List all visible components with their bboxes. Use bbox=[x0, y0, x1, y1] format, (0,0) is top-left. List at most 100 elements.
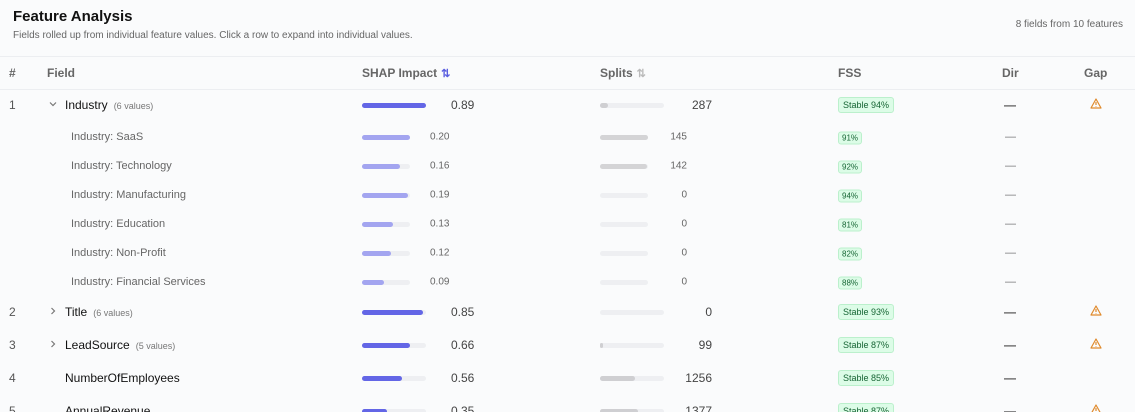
bar bbox=[362, 103, 427, 108]
bar bbox=[600, 343, 603, 348]
bar-track bbox=[362, 103, 427, 108]
shap-value: 0.66 bbox=[451, 338, 475, 352]
splits-value: 0 bbox=[681, 218, 687, 230]
field-name[interactable]: Title (6 values) bbox=[65, 305, 133, 319]
shap-value: 0.19 bbox=[430, 189, 450, 201]
column-header: Gap bbox=[1084, 66, 1108, 80]
bar-track bbox=[600, 164, 648, 169]
bar-track bbox=[600, 193, 648, 198]
column-header: FSS bbox=[838, 66, 862, 80]
fss-badge: 81% bbox=[838, 218, 863, 232]
bar-track bbox=[600, 376, 664, 381]
chevron[interactable] bbox=[49, 340, 57, 348]
fss-badge: Stable 87% bbox=[838, 337, 895, 353]
shap-value: 0.56 bbox=[451, 371, 475, 385]
sub-field-name: Industry: Financial Services bbox=[71, 276, 206, 288]
splits-value: 0 bbox=[681, 189, 687, 201]
bar bbox=[362, 164, 401, 169]
bar-track bbox=[362, 251, 410, 256]
shap-value: 0.16 bbox=[430, 160, 450, 172]
splits-value: 99 bbox=[698, 338, 712, 352]
shap-value: 0.09 bbox=[430, 276, 450, 288]
splits-value: 1377 bbox=[685, 404, 712, 412]
direction: — bbox=[1005, 276, 1016, 288]
fss-badge: 91% bbox=[838, 131, 863, 145]
expand-toggle[interactable] bbox=[49, 306, 57, 318]
splits-value: 0 bbox=[681, 247, 687, 259]
value-count: (6 values) bbox=[93, 308, 133, 318]
bar bbox=[600, 409, 639, 412]
expand-toggle[interactable] bbox=[49, 99, 57, 111]
fss-badge: 82% bbox=[838, 247, 863, 261]
column-header: # bbox=[9, 66, 16, 80]
column-header[interactable]: Splits ⇅ bbox=[600, 66, 646, 80]
fss-badge: 92% bbox=[838, 160, 863, 174]
warning-icon bbox=[1090, 305, 1102, 316]
chevron[interactable] bbox=[49, 100, 57, 108]
fss-badge: Stable 85% bbox=[838, 370, 895, 386]
sort-icon[interactable]: ⇅ bbox=[636, 68, 646, 80]
bar-track bbox=[362, 164, 410, 169]
field-name[interactable]: NumberOfEmployees bbox=[65, 371, 180, 385]
splits-value: 145 bbox=[670, 131, 687, 143]
bar-track bbox=[362, 222, 410, 227]
divider bbox=[0, 89, 1135, 90]
gap-warning bbox=[1090, 336, 1102, 354]
warning-icon bbox=[1091, 404, 1101, 412]
row-index: 3 bbox=[9, 338, 16, 352]
field-name[interactable]: LeadSource (5 values) bbox=[65, 338, 176, 352]
bar bbox=[600, 376, 635, 381]
fss-badge: Stable 94% bbox=[838, 97, 895, 113]
fss-badge: 88% bbox=[838, 276, 863, 290]
shap-value: 0.20 bbox=[430, 131, 450, 143]
bar-track bbox=[600, 103, 664, 108]
bar-track bbox=[600, 409, 664, 412]
chevron[interactable] bbox=[49, 307, 57, 315]
bar-track bbox=[362, 193, 410, 198]
shap-value: 0.12 bbox=[430, 247, 450, 259]
gap-warning bbox=[1090, 402, 1102, 412]
bar-track bbox=[600, 135, 648, 140]
bar-track bbox=[600, 310, 664, 315]
row-index: 5 bbox=[9, 404, 16, 412]
bar-track bbox=[600, 222, 648, 227]
warning-icon bbox=[1090, 338, 1102, 349]
sub-field-name: Industry: SaaS bbox=[71, 131, 144, 143]
bar bbox=[362, 280, 384, 285]
splits-value: 1256 bbox=[685, 371, 712, 385]
bar-track bbox=[362, 409, 426, 412]
field-name[interactable]: Industry (6 values) bbox=[65, 98, 154, 112]
shap-value: 0.13 bbox=[430, 218, 450, 230]
row-index: 4 bbox=[9, 371, 16, 385]
shap-value: 0.85 bbox=[451, 305, 475, 319]
column-header: Field bbox=[47, 66, 76, 80]
fss-badge: Stable 87% bbox=[838, 403, 895, 412]
sub-field-name: Industry: Non-Profit bbox=[71, 247, 166, 259]
splits-value: 0 bbox=[681, 276, 687, 288]
direction: — bbox=[1005, 160, 1016, 172]
sub-field-name: Industry: Technology bbox=[71, 160, 172, 172]
value-count: (5 values) bbox=[135, 341, 176, 351]
splits-value: 142 bbox=[670, 160, 687, 172]
column-header: Dir bbox=[1002, 66, 1019, 80]
direction: — bbox=[1004, 98, 1016, 112]
bar bbox=[362, 376, 403, 381]
bar bbox=[600, 103, 608, 108]
shap-value: 0.89 bbox=[451, 98, 475, 112]
column-header[interactable]: SHAP Impact ⇅ bbox=[362, 66, 451, 80]
warning-icon bbox=[1090, 98, 1102, 109]
bar-track bbox=[600, 280, 648, 285]
bar bbox=[600, 135, 648, 140]
splits-value: 287 bbox=[691, 98, 712, 112]
expand-toggle[interactable] bbox=[49, 339, 57, 351]
direction: — bbox=[1004, 404, 1016, 412]
direction: — bbox=[1005, 189, 1016, 201]
bar bbox=[362, 135, 410, 140]
field-name[interactable]: AnnualRevenue bbox=[65, 404, 151, 412]
bar bbox=[362, 409, 388, 412]
sort-icon[interactable]: ⇅ bbox=[441, 68, 451, 80]
bar bbox=[362, 251, 391, 256]
bar bbox=[600, 164, 647, 169]
bar-track bbox=[362, 343, 426, 348]
